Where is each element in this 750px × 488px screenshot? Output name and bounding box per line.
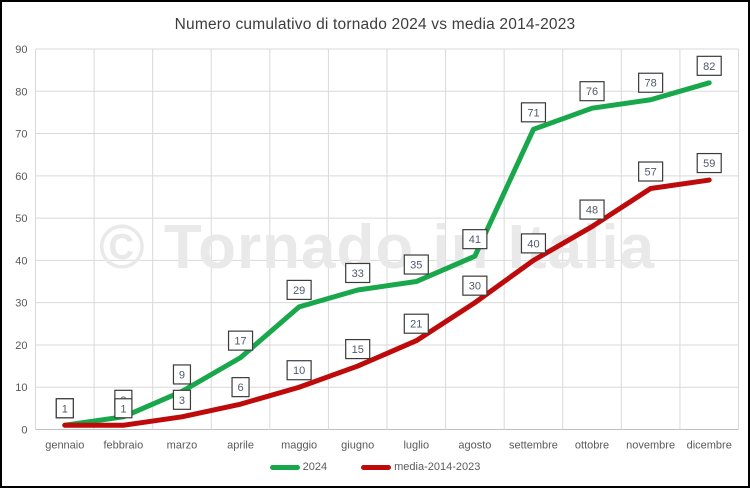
data-labels-media-2014-2023: 1 1 3 6 10 15 21 30 40 48 57 59 (55, 152, 722, 419)
x-tick-label: febbraio (103, 440, 143, 452)
data-label-value: 48 (586, 205, 598, 217)
data-label-value: 71 (527, 107, 539, 119)
data-label-value: 57 (645, 167, 657, 179)
legend-label-2024: 2024 (302, 461, 328, 473)
data-label-value: 35 (410, 260, 422, 272)
data-label-box (231, 377, 250, 398)
x-tick-label: dicembre (687, 440, 732, 452)
data-label-value: 29 (293, 285, 305, 297)
data-label-box (638, 72, 664, 93)
series-line-2024 (62, 80, 712, 428)
gridlines (35, 48, 739, 430)
y-tick-label: 70 (15, 129, 27, 141)
data-label-value: 82 (703, 61, 715, 73)
y-tick-label: 30 (15, 298, 27, 310)
x-tick-label: giugno (341, 440, 374, 452)
data-label-value: 9 (179, 369, 185, 381)
x-tick-label: aprile (227, 440, 254, 452)
data-label-value: 76 (586, 86, 598, 98)
x-tick-label: ottobre (575, 440, 609, 452)
data-label-value: 17 (234, 336, 246, 348)
data-label-box (172, 364, 192, 385)
y-tick-label: 20 (15, 340, 27, 352)
data-label-value: 21 (410, 319, 422, 331)
data-label-box (403, 254, 429, 275)
y-tick-label: 90 (15, 44, 27, 56)
data-label-box (520, 102, 547, 123)
data-label-box (462, 229, 488, 250)
data-label-value: 78 (645, 78, 657, 90)
data-label-box (286, 360, 312, 381)
x-tick-label: novembre (626, 440, 675, 452)
series-line-media-2014-2023 (62, 177, 712, 428)
legend-item-media: media-2014-2023 (361, 461, 480, 473)
watermark: © Tornado in Italia (99, 213, 655, 282)
legend-item-2024: 2024 (269, 461, 328, 473)
legend: 2024 media-2014-2023 (2, 461, 748, 473)
data-label-value: 1 (120, 403, 126, 415)
data-label-box (520, 233, 547, 254)
data-label-box (638, 161, 664, 182)
x-tick-label: maggio (281, 440, 317, 452)
data-label-box (579, 199, 605, 220)
data-label-value: 59 (703, 158, 715, 170)
data-label-box (114, 398, 133, 419)
data-label-value: 33 (352, 268, 364, 280)
x-tick-label: gennaio (45, 440, 84, 452)
data-label-box (462, 275, 488, 296)
data-label-value: 6 (237, 382, 243, 394)
y-tick-label: 10 (15, 382, 27, 394)
y-tick-label: 60 (15, 171, 27, 183)
data-label-value: 10 (293, 365, 305, 377)
y-tick-label: 0 (21, 425, 27, 437)
x-tick-label: settembre (509, 440, 558, 452)
data-label-value: 1 (62, 403, 68, 415)
chart-title: Numero cumulativo di tornado 2024 vs med… (174, 16, 576, 33)
data-label-value: 3 (179, 395, 185, 407)
data-label-value: 15 (352, 344, 364, 356)
data-label-box (696, 152, 722, 174)
data-label-box (227, 330, 254, 351)
data-label-value: 40 (527, 238, 539, 250)
data-label-box (172, 389, 192, 410)
legend-swatch-media (361, 464, 392, 470)
data-label-box (696, 55, 722, 76)
data-labels-2024: 1 3 9 17 29 33 35 41 71 76 78 82 (55, 55, 722, 419)
y-tick-label: 50 (15, 213, 27, 225)
x-tick-label: agosto (458, 440, 491, 452)
data-label-box (345, 338, 371, 360)
legend-swatch-2024 (269, 464, 300, 470)
x-tick-label: luglio (403, 440, 429, 452)
legend-label-media: media-2014-2023 (394, 461, 481, 473)
axis-labels: 0 10 20 30 40 50 60 70 80 90 gennaio febbraio marzo a… (15, 44, 732, 452)
data-label-box (55, 398, 74, 419)
data-label-value: 41 (469, 234, 481, 246)
data-label-box (345, 262, 371, 284)
data-label-box (403, 313, 429, 334)
x-tick-label: marzo (167, 440, 198, 452)
data-label-box (579, 81, 605, 102)
data-label-value: 30 (469, 281, 481, 293)
data-label-box (286, 279, 312, 300)
y-tick-label: 80 (15, 86, 27, 98)
y-tick-label: 40 (15, 255, 27, 267)
